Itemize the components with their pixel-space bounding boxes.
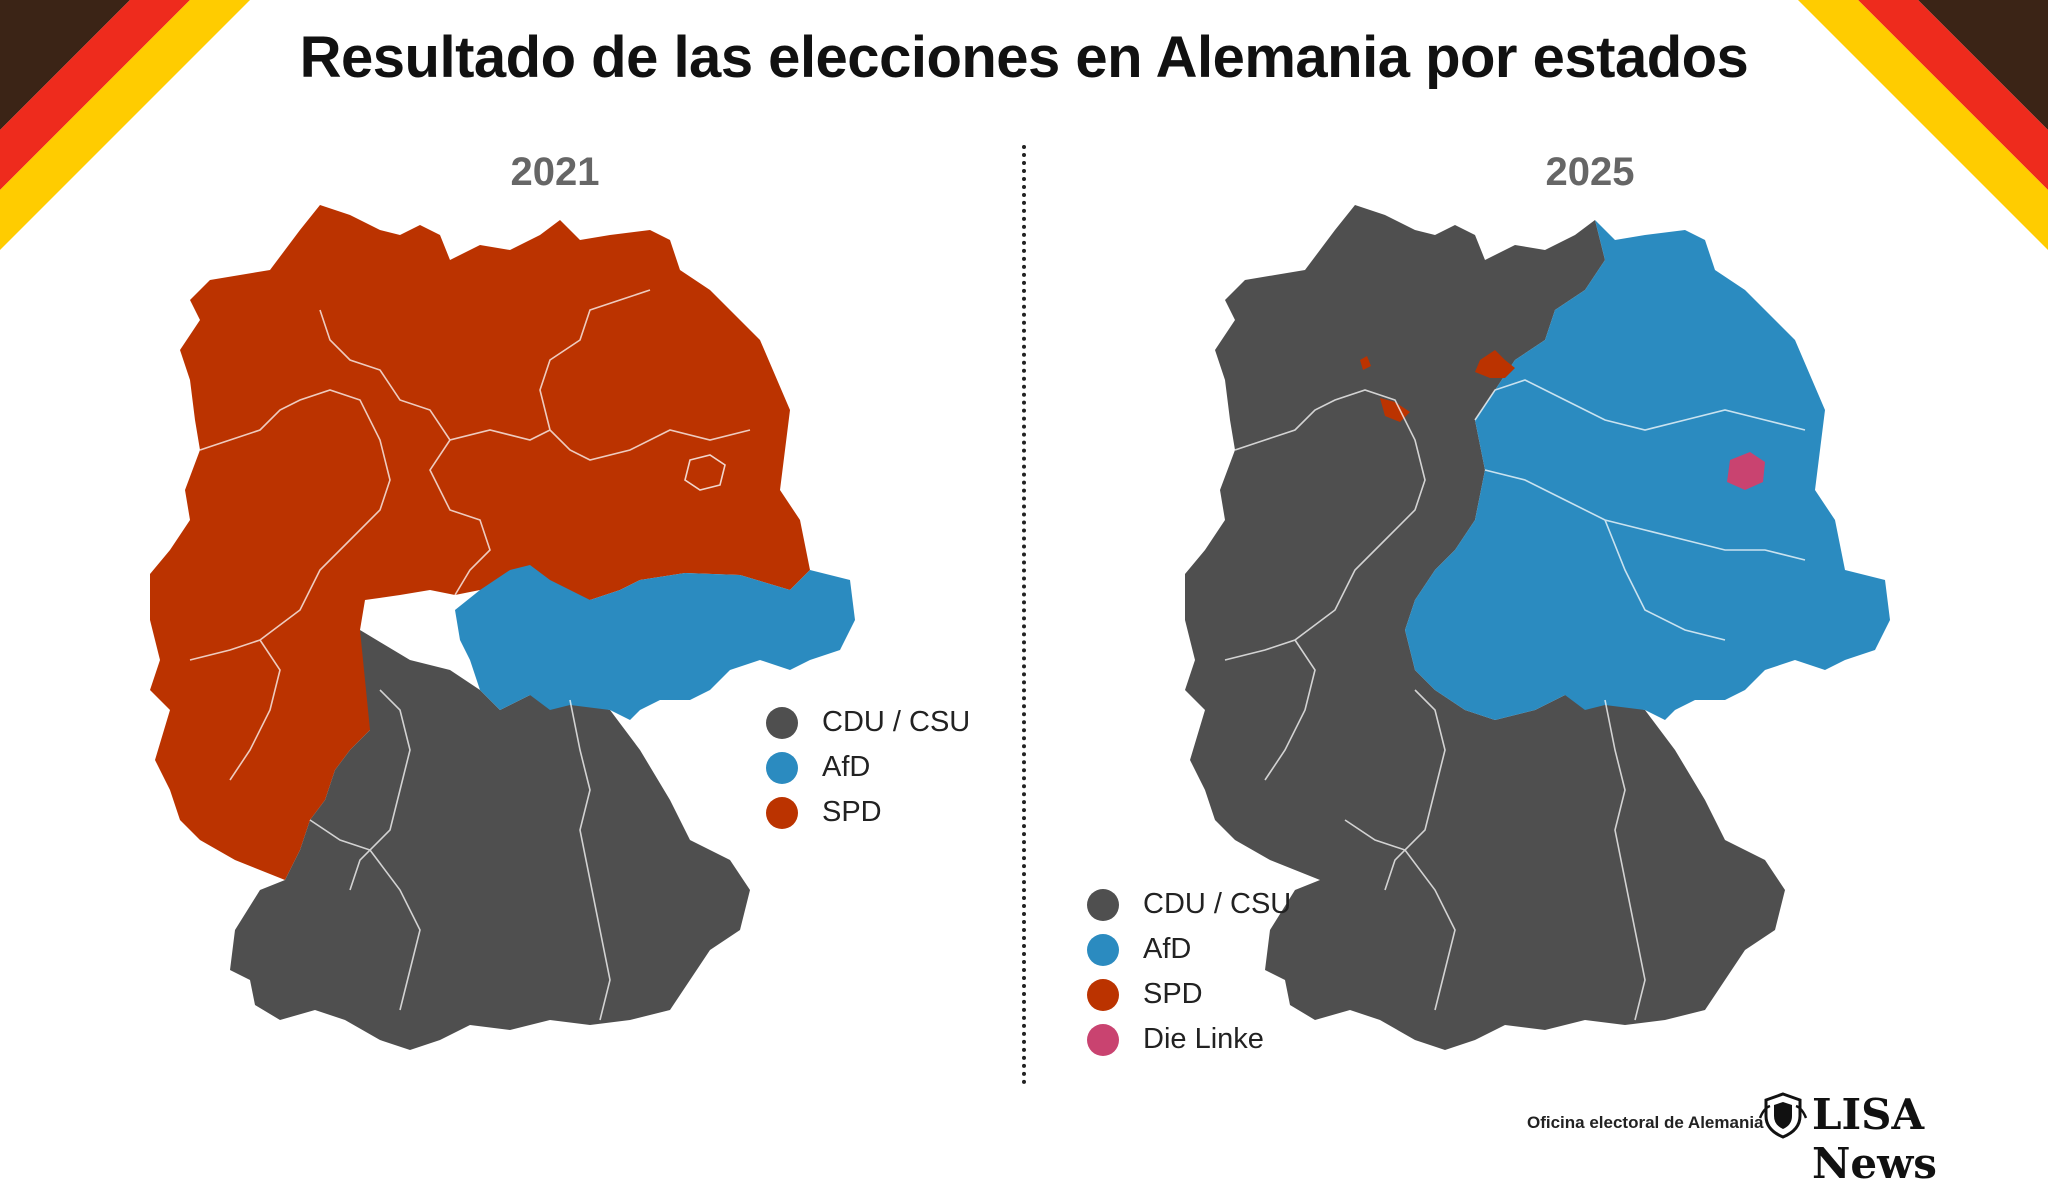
region-berlin-linke [1727,452,1765,490]
legend-item-afd: AfD [1087,927,1291,972]
legend-swatch-cdu-csu [1087,888,1119,921]
legend-label-cdu-csu: CDU / CSU [1143,888,1292,920]
source-credit: Oficina electoral de Alemania [1527,1113,1764,1132]
year-label-2021: 2021 [510,150,600,194]
map-2021 [150,205,855,1050]
legend-label-spd: SPD [822,796,882,828]
legend-swatch-linke [1087,1023,1119,1056]
legend-swatch-spd [1087,978,1119,1011]
legend-2025: CDU / CSU AfD SPD Die Linke [1087,882,1291,1062]
legend-swatch-afd [1087,933,1119,966]
legend-item-linke: Die Linke [1087,1017,1291,1062]
legend-item-spd: SPD [766,790,970,835]
region-north-west-spd [150,205,810,880]
legend-label-afd: AfD [822,751,871,783]
legend-swatch-spd [766,796,798,829]
legend-swatch-afd [766,751,798,784]
legend-item-cdu-csu: CDU / CSU [1087,882,1291,927]
year-label-2025: 2025 [1545,150,1635,194]
legend-item-cdu-csu: CDU / CSU [766,700,970,745]
legend-label-cdu-csu: CDU / CSU [822,706,971,738]
page-title: Resultado de las elecciones en Alemania … [299,25,1749,90]
legend-label-afd: AfD [1143,933,1192,965]
state-border-lines [1224,379,1806,1021]
legend-2021: CDU / CSU AfD SPD [766,700,970,835]
region-hamburg-spd [1475,350,1515,378]
region-bremerhaven-spd [1360,356,1371,370]
legend-label-linke: Die Linke [1143,1023,1264,1055]
region-berlin-spd-outline [684,454,726,491]
region-south-cdu-csu [230,630,750,1050]
region-east-afd [455,565,855,720]
map-2025 [1185,205,1890,1050]
flag-stripes-right [1798,0,2048,250]
state-border-lines [189,289,751,1021]
legend-item-spd: SPD [1087,972,1291,1017]
legend-item-afd: AfD [766,745,970,790]
logo-text: LISA News [1812,1090,1937,1188]
legend-swatch-cdu-csu [766,706,798,739]
shield-crest-icon [1758,1092,1808,1139]
flag-stripes-left [0,0,250,250]
region-east-afd [1405,220,1890,720]
region-west-cdu-csu [1185,205,1785,1050]
divider-line [1022,145,1026,1085]
legend-label-spd: SPD [1143,978,1203,1010]
